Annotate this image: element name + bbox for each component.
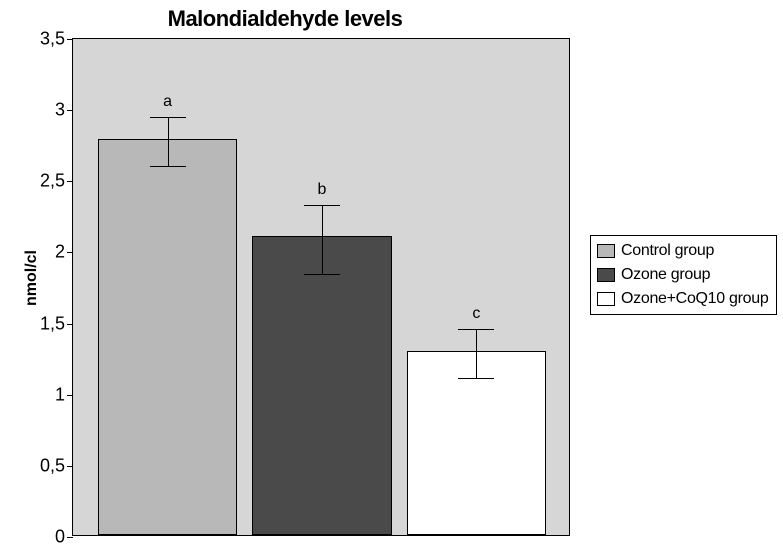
- plot-area: 00,511,522,533,5abc: [72, 38, 570, 536]
- legend-swatch: [597, 292, 615, 306]
- y-tick-label: 2: [55, 242, 65, 263]
- legend: Control group Ozone group Ozone+CoQ10 grou…: [590, 235, 777, 315]
- y-axis-label: nmol/cl: [23, 250, 41, 306]
- error-cap: [458, 329, 494, 330]
- error-cap: [150, 117, 186, 118]
- bar: [98, 139, 237, 535]
- error-cap: [150, 166, 186, 167]
- legend-label: Ozone+CoQ10 group: [621, 290, 768, 308]
- y-tick-label: 3: [55, 100, 65, 121]
- y-tick-mark: [67, 466, 73, 467]
- y-tick-mark: [67, 537, 73, 538]
- y-tick-label: 0: [55, 527, 65, 548]
- y-tick-label: 3,5: [40, 29, 65, 50]
- error-bar: [322, 205, 323, 273]
- y-tick-label: 2,5: [40, 171, 65, 192]
- y-tick-label: 0,5: [40, 455, 65, 476]
- y-tick-mark: [67, 181, 73, 182]
- significance-label: a: [163, 93, 172, 111]
- error-cap: [304, 274, 340, 275]
- significance-label: b: [318, 181, 327, 199]
- legend-item: Control group: [597, 242, 768, 260]
- bar: [252, 236, 391, 535]
- error-bar: [476, 329, 477, 377]
- y-tick-label: 1: [55, 384, 65, 405]
- y-tick-mark: [67, 395, 73, 396]
- error-cap: [458, 378, 494, 379]
- chart-title: Malondialdehyde levels: [0, 6, 570, 32]
- error-bar: [168, 117, 169, 165]
- y-tick-mark: [67, 39, 73, 40]
- legend-item: Ozone group: [597, 266, 768, 284]
- plot-outer: 00,511,522,533,5abc: [72, 38, 570, 536]
- y-tick-mark: [67, 110, 73, 111]
- y-tick-mark: [67, 324, 73, 325]
- y-tick-mark: [67, 252, 73, 253]
- chart-container: Malondialdehyde levels nmol/cl 0 0,5 1 1,5 2…: [0, 0, 783, 556]
- legend-swatch: [597, 268, 615, 282]
- legend-label: Ozone group: [621, 266, 710, 284]
- error-cap: [304, 205, 340, 206]
- bar: [407, 351, 546, 535]
- y-tick-label: 1,5: [40, 313, 65, 334]
- legend-label: Control group: [621, 242, 714, 260]
- legend-item: Ozone+CoQ10 group: [597, 290, 768, 308]
- legend-swatch: [597, 244, 615, 258]
- significance-label: c: [472, 305, 480, 323]
